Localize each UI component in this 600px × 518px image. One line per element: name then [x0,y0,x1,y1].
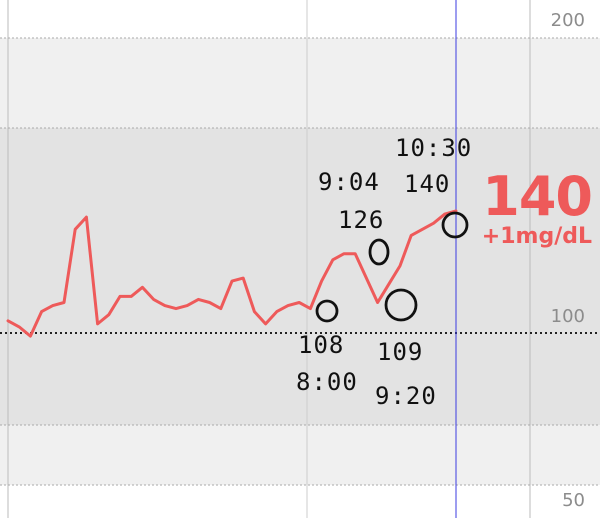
annotation-time-8-00: 8:00 [296,368,358,396]
y-axis-label-100: 100 [551,306,585,327]
y-axis-label-200: 200 [551,10,585,31]
annotation-circle-108 [315,299,339,323]
target-range-band [0,128,600,425]
lower-range-band [0,425,600,485]
current-reading: 140 +1mg/dL [481,165,593,249]
glucose-trace-line [6,209,458,338]
annotation-circle-109 [384,288,418,322]
annotation-value-140: 140 [404,170,450,198]
annotation-time-10-30: 10:30 [395,134,472,162]
annotation-time-9-20: 9:20 [375,382,437,410]
glucose-change-rate: +1mg/dL [481,224,592,249]
annotation-circle-126 [368,238,390,266]
upper-range-band [0,38,600,128]
annotation-circle-140 [441,211,469,239]
annotation-value-109: 109 [377,338,423,366]
annotation-value-126: 126 [338,206,384,234]
y-axis-label-50: 50 [562,490,585,511]
annotation-value-108: 108 [298,331,344,359]
annotation-time-9-04: 9:04 [318,168,380,196]
current-glucose-value: 140 [482,165,593,228]
